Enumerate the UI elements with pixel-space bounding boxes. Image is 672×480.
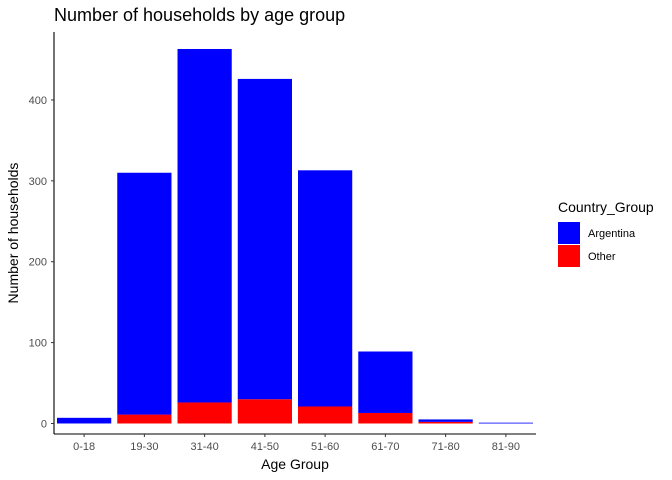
x-tick-label-61-70: 61-70 bbox=[371, 441, 399, 453]
bar-argentina-81-90 bbox=[478, 422, 533, 424]
chart-title: Number of households by age group bbox=[54, 5, 345, 25]
plot-area bbox=[57, 48, 533, 424]
bar-other-41-50 bbox=[237, 399, 292, 424]
x-tick-label-71-80: 71-80 bbox=[432, 441, 460, 453]
bar-argentina-51-60 bbox=[298, 170, 353, 407]
bar-other-19-30 bbox=[117, 414, 172, 424]
bar-argentina-71-80 bbox=[418, 419, 473, 422]
legend-label-other: Other bbox=[588, 251, 616, 263]
legend-label-argentina: Argentina bbox=[588, 228, 636, 240]
legend-swatch-argentina bbox=[558, 222, 580, 244]
bar-argentina-31-40 bbox=[177, 48, 232, 403]
bar-argentina-61-70 bbox=[358, 351, 413, 413]
bar-other-51-60 bbox=[298, 406, 353, 424]
bar-argentina-41-50 bbox=[237, 78, 292, 400]
y-tick-label-200: 200 bbox=[29, 257, 47, 269]
x-tick-label-31-40: 31-40 bbox=[191, 441, 219, 453]
x-tick-label-41-50: 41-50 bbox=[251, 441, 279, 453]
x-axis-title: Age Group bbox=[261, 456, 329, 472]
x-tick-label-81-90: 81-90 bbox=[492, 441, 520, 453]
bar-other-71-80 bbox=[418, 421, 473, 424]
bar-other-61-70 bbox=[358, 412, 413, 424]
legend-swatch-other bbox=[558, 245, 580, 267]
y-tick-label-0: 0 bbox=[41, 418, 47, 430]
y-tick-label-100: 100 bbox=[29, 338, 47, 350]
x-tick-label-0-18: 0-18 bbox=[73, 441, 95, 453]
y-axis-title: Number of households bbox=[5, 163, 21, 304]
legend-title: Country_Group bbox=[558, 199, 654, 215]
y-tick-label-400: 400 bbox=[29, 95, 47, 107]
bar-argentina-19-30 bbox=[117, 172, 172, 415]
bar-argentina-0-18 bbox=[57, 417, 112, 424]
y-tick-label-300: 300 bbox=[29, 176, 47, 188]
bar-other-31-40 bbox=[177, 402, 232, 424]
legend: Country_Group Argentina Other bbox=[558, 199, 654, 267]
x-axis-ticks: 0-18 19-30 31-40 41-50 51-60 61-70 71-80 81-90 bbox=[73, 434, 520, 453]
x-tick-label-19-30: 19-30 bbox=[130, 441, 158, 453]
y-axis-ticks: 0 100 200 300 400 bbox=[29, 95, 54, 430]
x-tick-label-51-60: 51-60 bbox=[311, 441, 339, 453]
